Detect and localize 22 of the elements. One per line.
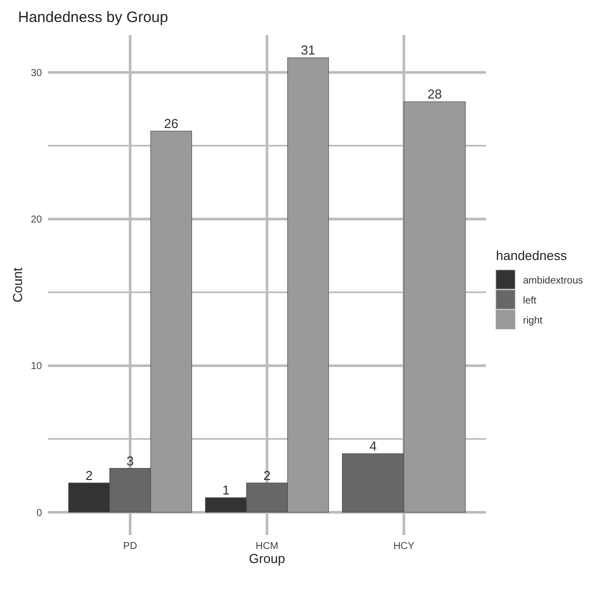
data-label: 1 [222,482,230,498]
data-label: 31 [300,42,316,58]
data-label: 26 [164,116,178,132]
legend-title: handedness [496,248,568,263]
x-axis-title: Group [248,551,286,566]
legend-label: right [523,316,543,326]
data-label: 28 [427,86,442,102]
y-tick-label: 30 [30,68,42,79]
y-tick-label: 20 [30,214,42,226]
y-tick-label: 10 [30,361,42,372]
x-tick-label: HCM [256,541,278,552]
x-tick-label: PD [123,541,138,552]
data-label: 2 [263,468,271,483]
data-label: 3 [126,453,134,468]
data-label: 4 [369,438,377,454]
data-label: 2 [85,468,93,483]
y-tick-label: 0 [36,508,42,519]
legend-label: ambidextrous [523,276,584,286]
x-tick-label: HCY [393,541,415,552]
legend-label: left [523,296,537,306]
chart-title: Handedness by Group [18,9,168,26]
y-axis-title: Count [10,267,25,302]
